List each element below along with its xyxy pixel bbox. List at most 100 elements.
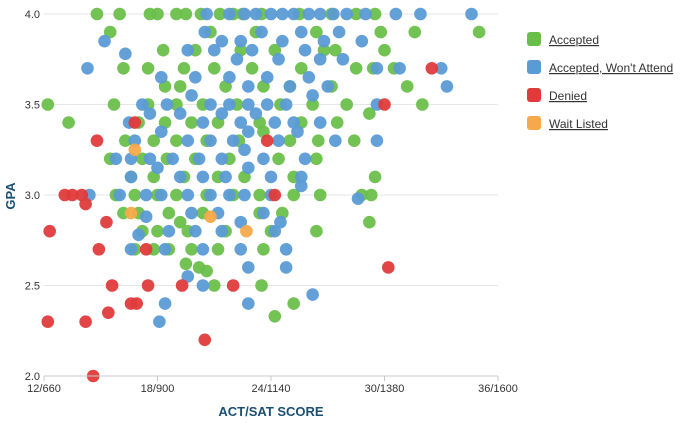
data-point-accepted-won-t-attend (109, 152, 123, 166)
data-point-accepted (257, 243, 270, 256)
data-point-accepted-won-t-attend (268, 116, 282, 129)
data-point-denied (226, 279, 240, 292)
data-point-accepted (207, 279, 221, 292)
data-point-accepted (368, 7, 382, 21)
data-point-accepted-won-t-attend (242, 125, 255, 138)
data-point-accepted-won-t-attend (181, 134, 195, 147)
data-point-accepted-won-t-attend (393, 62, 406, 75)
data-point-accepted-won-t-attend (238, 143, 251, 157)
data-point-wait-listed (204, 210, 217, 224)
legend-label-accepted-won-t-attend[interactable]: Accepted, Won't Attend (549, 61, 673, 75)
legend-label-wait-listed[interactable]: Wait Listed (549, 117, 608, 131)
data-point-accepted-won-t-attend (223, 7, 236, 21)
data-point-accepted-won-t-attend (245, 43, 259, 57)
data-point-accepted (173, 80, 187, 93)
data-point-denied (41, 315, 55, 329)
data-point-accepted-won-t-attend (242, 98, 255, 111)
data-point-accepted (177, 62, 191, 75)
data-point-accepted (151, 224, 164, 238)
data-point-accepted-won-t-attend (204, 98, 217, 111)
data-point-accepted (170, 7, 183, 21)
data-point-accepted-won-t-attend (329, 134, 342, 147)
data-point-wait-listed (128, 143, 142, 157)
data-point-accepted-won-t-attend (215, 34, 229, 48)
data-point-accepted-won-t-attend (196, 170, 210, 184)
data-point-accepted (207, 62, 221, 75)
data-point-accepted-won-t-attend (327, 7, 340, 21)
data-point-accepted (347, 134, 361, 147)
data-point-accepted-won-t-attend (287, 7, 301, 21)
data-point-accepted-won-t-attend (317, 34, 331, 48)
data-point-accepted-won-t-attend (196, 243, 210, 256)
data-point-accepted-won-t-attend (359, 7, 372, 21)
data-point-accepted-won-t-attend (158, 297, 172, 310)
data-point-accepted-won-t-attend (223, 188, 236, 202)
data-point-accepted-won-t-attend (260, 98, 274, 111)
data-point-accepted-won-t-attend (321, 80, 335, 93)
data-point-accepted (179, 257, 193, 271)
data-point-accepted-won-t-attend (151, 161, 164, 175)
data-point-accepted-won-t-attend (465, 7, 478, 21)
data-point-accepted (287, 188, 301, 202)
data-point-accepted-won-t-attend (196, 116, 210, 129)
data-point-accepted (268, 309, 282, 323)
data-point-accepted (349, 7, 363, 21)
legend-label-denied[interactable]: Denied (549, 89, 587, 103)
data-point-accepted (119, 134, 132, 147)
data-point-accepted-won-t-attend (294, 25, 308, 39)
data-point-accepted-won-t-attend (257, 152, 270, 166)
y-tick-label: 4.0 (25, 9, 40, 21)
data-point-accepted (349, 62, 363, 75)
legend-label-accepted[interactable]: Accepted (549, 33, 599, 47)
data-point-denied (128, 116, 142, 129)
data-point-accepted (173, 215, 187, 229)
data-point-accepted-won-t-attend (313, 116, 327, 129)
data-point-accepted-won-t-attend (260, 71, 274, 84)
data-point-accepted-won-t-attend (294, 179, 308, 193)
data-point-denied (79, 315, 92, 329)
data-point-accepted (363, 215, 376, 229)
data-point-accepted (185, 243, 198, 256)
data-point-accepted-won-t-attend (223, 98, 236, 111)
data-point-accepted (283, 134, 297, 147)
data-point-accepted-won-t-attend (158, 243, 172, 256)
x-tick-label: 36/1600 (478, 383, 518, 395)
data-point-accepted-won-t-attend (226, 134, 240, 147)
data-point-accepted-won-t-attend (294, 170, 308, 184)
data-point-accepted-won-t-attend (124, 243, 138, 256)
data-point-accepted-won-t-attend (279, 98, 293, 111)
data-point-denied (139, 243, 153, 256)
data-point-accepted-won-t-attend (173, 170, 187, 184)
data-point-accepted-won-t-attend (215, 107, 229, 120)
data-point-denied (381, 261, 395, 274)
data-point-accepted-won-t-attend (268, 224, 282, 238)
data-point-accepted-won-t-attend (139, 210, 153, 224)
data-point-accepted (408, 25, 422, 39)
data-point-accepted (272, 152, 285, 166)
data-point-accepted-won-t-attend (154, 125, 168, 138)
data-point-accepted (179, 7, 193, 21)
data-point-accepted (310, 25, 323, 39)
data-point-accepted (329, 43, 342, 57)
data-point-accepted (213, 7, 227, 21)
y-axis-title: GPA (3, 182, 18, 210)
data-point-denied (92, 243, 106, 256)
data-point-accepted-won-t-attend (204, 188, 217, 202)
data-point-denied (105, 279, 119, 292)
data-point-accepted (147, 134, 161, 147)
data-point-accepted-won-t-attend (306, 288, 319, 301)
data-point-accepted-won-t-attend (242, 161, 255, 175)
data-point-accepted-won-t-attend (238, 188, 251, 202)
data-point-accepted-won-t-attend (264, 7, 278, 21)
data-point-accepted-won-t-attend (370, 62, 384, 75)
data-point-denied (79, 197, 92, 211)
y-tick-label: 2.5 (25, 281, 40, 293)
data-point-accepted-won-t-attend (234, 34, 248, 48)
data-point-accepted-won-t-attend (192, 152, 206, 166)
data-point-denied (260, 134, 274, 147)
data-point-accepted-won-t-attend (351, 192, 365, 205)
data-point-accepted (117, 62, 130, 75)
data-point-accepted-won-t-attend (332, 25, 346, 39)
